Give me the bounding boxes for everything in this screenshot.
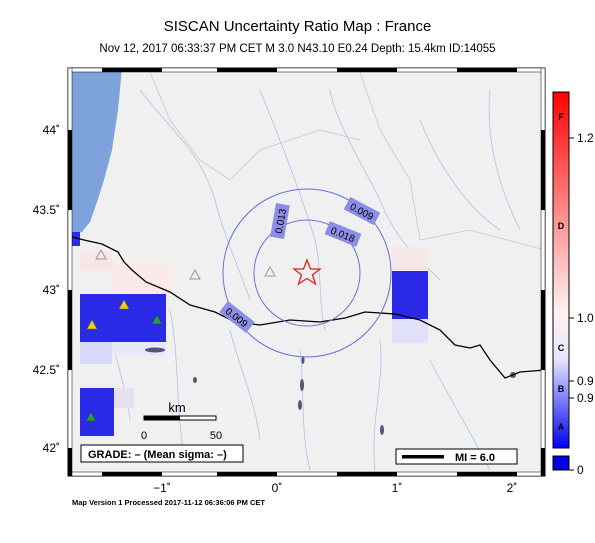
sea-area: [68, 68, 122, 236]
station-triangle: [95, 248, 107, 260]
processing-footer: Map Version 1 Processed 2017-11-12 06:36…: [72, 498, 266, 507]
lon-label: 0˚: [272, 481, 283, 495]
station-triangle: [189, 268, 201, 280]
scale-unit: km: [168, 400, 185, 415]
colorbar-value: 0: [577, 463, 584, 477]
colorbar: F D C B A 1.2 1.0 0.9 0.9 0: [552, 91, 594, 477]
colorbar-value: 1.2: [577, 131, 594, 145]
colorbar-letter: B: [558, 384, 565, 394]
colorbar-letter: D: [558, 221, 565, 231]
contour-label: 0.013: [274, 208, 289, 235]
lat-label: 44˚: [43, 123, 60, 137]
event-subtitle: Nov 12, 2017 06:33:37 PM CET M 3.0 N43.1…: [99, 43, 496, 55]
colorbar-letter: F: [558, 112, 564, 122]
region-borders: [149, 71, 546, 251]
colorbar-value: 0.9: [577, 391, 594, 405]
station-triangle: [118, 299, 130, 310]
station-triangle: [264, 265, 276, 277]
frame-ticks: [67, 67, 546, 477]
lat-label: 43˚: [43, 283, 60, 297]
lat-label: 42.5˚: [33, 363, 60, 377]
national-border: [67, 235, 546, 379]
lon-labels: −1˚ 0˚ 1˚ 2˚: [153, 481, 517, 495]
grade-box: GRADE: – (Mean sigma: –): [88, 449, 227, 461]
uncertainty-contours: [222, 188, 392, 358]
colorbar-letter: C: [558, 343, 565, 353]
map-title: SISCAN Uncertainty Ratio Map : France: [163, 18, 432, 35]
station-triangle: [151, 314, 163, 325]
lat-label: 43.5˚: [33, 203, 60, 217]
scale-max: 50: [210, 430, 222, 442]
scale-min: 0: [141, 430, 147, 442]
colorbar-value: 1.0: [577, 311, 594, 325]
station-triangle: [85, 411, 97, 422]
station-triangle: [86, 319, 98, 330]
lat-label: 42˚: [43, 441, 60, 455]
colorbar-letter: A: [558, 422, 565, 432]
lakes: [145, 347, 516, 435]
ratio-cells: [68, 232, 428, 436]
lon-label: −1˚: [153, 481, 171, 495]
stations: [85, 248, 276, 422]
lat-labels: 44˚ 43.5˚ 43˚ 42.5˚ 42˚: [33, 123, 60, 455]
colorbar-value: 0.9: [577, 374, 594, 388]
mi-legend: MI = 6.0: [455, 452, 495, 464]
lon-label: 1˚: [392, 481, 403, 495]
epicenter-star: [292, 258, 322, 286]
lon-label: 2˚: [507, 481, 518, 495]
scale-bar: km 0 50: [141, 400, 222, 442]
